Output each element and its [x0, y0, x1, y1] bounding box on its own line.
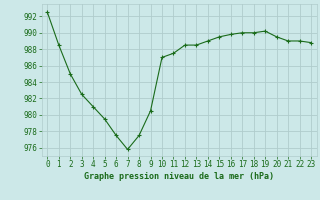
- X-axis label: Graphe pression niveau de la mer (hPa): Graphe pression niveau de la mer (hPa): [84, 172, 274, 181]
